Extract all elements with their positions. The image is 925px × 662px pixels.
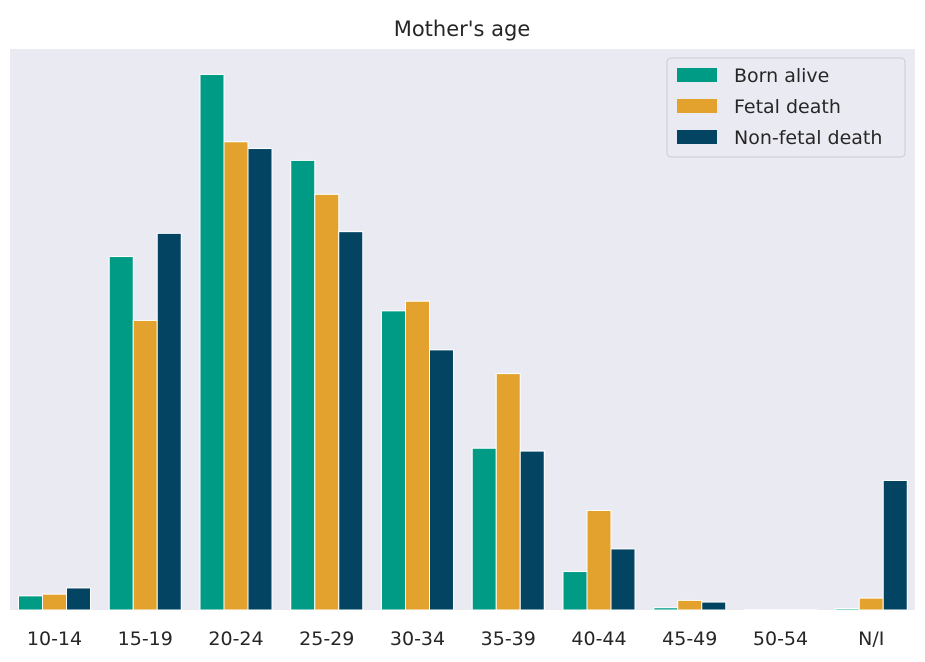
bar-non-fetal-death-35-39	[519, 450, 545, 611]
bar-born-alive-30-34	[381, 310, 406, 611]
bar-born-alive-20-24	[199, 73, 225, 611]
bar-fetal-death-40-44	[586, 509, 612, 611]
bar-non-fetal-death-25-29	[338, 231, 364, 611]
bar-fetal-death-15-19	[132, 319, 158, 611]
bar-fetal-death-20-24	[223, 141, 249, 611]
legend-swatch-non-fetal-death	[677, 130, 717, 144]
legend-swatch-fetal-death	[677, 99, 717, 113]
bar-born-alive-45-49	[653, 607, 679, 611]
legend-label-fetal-death: Fetal death	[734, 96, 841, 118]
x-tick-label: 20-24	[208, 628, 263, 650]
x-tick-label: N/I	[858, 628, 884, 650]
bar-born-alive-10-14	[18, 595, 43, 611]
bar-fetal-death-35-39	[495, 373, 521, 611]
bar-non-fetal-death-15-19	[156, 232, 182, 611]
bar-born-alive-n-i	[834, 608, 860, 611]
bars-group	[18, 73, 908, 611]
bar-non-fetal-death-10-14	[66, 587, 91, 611]
legend-label-born-alive: Born alive	[734, 65, 829, 87]
bar-non-fetal-death-n-i	[882, 479, 908, 611]
bar-born-alive-35-39	[471, 447, 497, 611]
bar-born-alive-25-29	[290, 159, 316, 611]
bar-born-alive-15-19	[108, 256, 134, 611]
x-tick-label: 30-34	[390, 628, 445, 650]
x-tick-label: 35-39	[481, 628, 536, 650]
chart-title: Mother's age	[394, 17, 531, 41]
bar-fetal-death-45-49	[677, 599, 703, 611]
bar-fetal-death-25-29	[314, 193, 340, 611]
bar-born-alive-40-44	[562, 571, 588, 611]
x-tick-label: 15-19	[118, 628, 173, 650]
legend-label-non-fetal-death: Non-fetal death	[734, 127, 882, 149]
x-tick-label: 25-29	[299, 628, 354, 650]
bar-non-fetal-death-30-34	[429, 349, 454, 611]
x-tick-labels: 10-14 15-19 20-24 25-29 30-34 35-39 40-44 45-49…	[27, 628, 884, 650]
bar-non-fetal-death-40-44	[610, 548, 636, 611]
x-tick-label: 10-14	[27, 628, 82, 650]
x-tick-label: 40-44	[571, 628, 626, 650]
bar-non-fetal-death-45-49	[701, 601, 727, 611]
bar-fetal-death-10-14	[42, 593, 67, 611]
bar-non-fetal-death-20-24	[247, 148, 273, 611]
bar-fetal-death-30-34	[405, 300, 430, 611]
legend-swatch-born-alive	[677, 68, 717, 82]
x-tick-label: 50-54	[753, 628, 808, 650]
bar-fetal-death-n-i	[858, 597, 884, 611]
x-tick-label: 45-49	[662, 628, 717, 650]
legend-frame	[666, 57, 906, 158]
legend: Born alive Fetal death Non-fetal death	[666, 57, 906, 158]
